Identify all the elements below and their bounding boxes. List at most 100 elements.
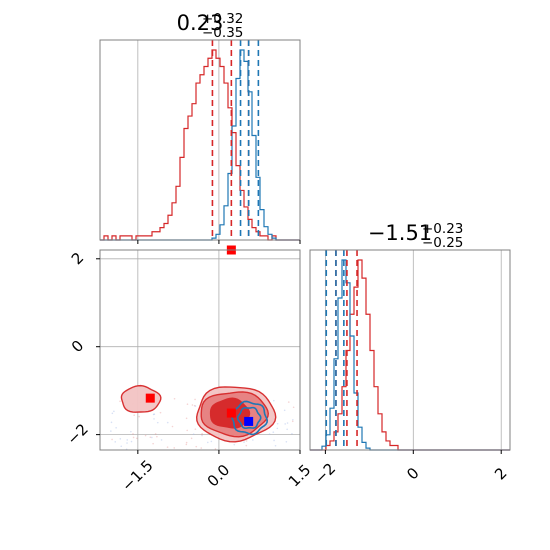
scatter-point — [192, 433, 195, 436]
y-tick-label: −2 — [63, 420, 91, 448]
scatter-point — [111, 438, 113, 441]
title-lower-error: −0.25 — [422, 235, 463, 251]
scatter-point — [287, 401, 290, 403]
scatter-point — [110, 421, 113, 424]
scatter-point — [201, 433, 203, 435]
truth-marker — [145, 393, 155, 403]
x-tick-labels: −1.5 0.0 1.5 — [118, 456, 314, 494]
scatter-point — [110, 430, 112, 432]
scatter-point — [156, 421, 159, 424]
scatter-point — [243, 441, 245, 443]
scatter-point — [136, 437, 138, 440]
scatter-point — [113, 410, 115, 413]
scatter-point — [195, 445, 198, 448]
scatter-point — [194, 428, 197, 430]
scatter-point — [195, 452, 197, 454]
title-upper-error: +0.32 — [202, 11, 243, 27]
scatter-point — [173, 397, 176, 400]
x-tick-label: 0.0 — [204, 461, 234, 491]
x-tick-label: −2 — [311, 459, 339, 487]
scatter-point — [245, 440, 248, 442]
scatter-point — [200, 447, 203, 449]
scatter-point — [115, 426, 117, 429]
scatter-point — [133, 414, 135, 416]
scatter-point — [151, 436, 153, 439]
tick-marks — [96, 258, 301, 454]
scatter-point — [185, 417, 188, 420]
scatter-point — [275, 455, 277, 457]
scatter-point — [273, 439, 275, 442]
title-lower-error: −0.35 — [202, 25, 243, 41]
scatter-point — [119, 438, 122, 440]
scatter-point — [153, 418, 155, 420]
y-tick-label: 2 — [68, 249, 87, 268]
scatter-point — [292, 418, 294, 421]
blue-contour-line — [236, 406, 262, 430]
quantile-lines — [325, 250, 358, 450]
scatter-point — [138, 415, 140, 418]
density-region-level-1 — [120, 384, 162, 413]
scatter-point — [185, 443, 188, 446]
title-value: −1.51 — [368, 221, 432, 245]
scatter-point — [194, 398, 196, 401]
scatter-point — [206, 441, 209, 444]
scatter-point — [276, 422, 279, 425]
scatter-point — [273, 399, 275, 402]
scatter-point — [186, 429, 189, 432]
scatter-point — [225, 457, 227, 459]
scatter-point — [186, 403, 189, 406]
scatter-point — [272, 431, 275, 433]
scatter-point — [191, 404, 194, 406]
scatter-point — [263, 451, 265, 453]
scatter-point — [230, 453, 232, 455]
scatter-point — [171, 425, 174, 428]
density-contours — [120, 384, 277, 443]
histogram-steps — [100, 49, 300, 241]
blue-contour-line — [230, 400, 268, 436]
histogram-panel-param2: −2 0 2 −1.51 +0.23 −0.25 — [309, 221, 511, 488]
scatter-point — [126, 442, 128, 444]
panel-title: 0.23 — [177, 11, 224, 35]
scatter-point — [286, 422, 289, 424]
scatter-point — [210, 440, 213, 443]
scatter-point — [132, 433, 134, 435]
panel-title: −1.51 — [368, 221, 432, 245]
scatter-point — [155, 454, 157, 456]
scatter-point — [152, 442, 154, 445]
scatter-point — [166, 460, 168, 462]
scatter-point — [284, 423, 286, 425]
scatter-point — [126, 439, 129, 441]
scatter-point — [263, 451, 265, 453]
scatter-point — [274, 444, 277, 447]
scatter-point — [130, 430, 132, 433]
scatter-point — [291, 420, 294, 423]
scatter-point — [291, 433, 293, 435]
scatter-point — [193, 456, 195, 458]
scatter-point — [191, 457, 193, 459]
histogram-steps — [310, 259, 510, 451]
scatter-point — [114, 441, 117, 443]
scatter-point — [144, 434, 147, 437]
scatter-point — [149, 436, 152, 439]
truth-marker — [226, 408, 236, 418]
scatter-point — [193, 404, 196, 407]
scatter-point — [153, 413, 156, 415]
scatter-point — [292, 406, 295, 409]
truth-marker — [244, 416, 254, 426]
scatter-point — [111, 412, 114, 415]
scatter-point — [185, 441, 188, 444]
axis-frame — [99, 249, 301, 451]
y-tick-label: 0 — [68, 337, 87, 356]
scatter-point — [234, 451, 236, 453]
scatter-point — [119, 400, 121, 403]
histogram-step-series-1 — [310, 259, 510, 451]
scatter-point — [166, 421, 169, 424]
y-tick-labels: −2 0 2 — [63, 249, 91, 449]
grid-lines — [324, 250, 502, 450]
scatter-point — [125, 458, 127, 460]
scatter-point — [276, 427, 279, 430]
scatter-point — [249, 458, 251, 460]
grid-lines — [137, 40, 301, 240]
histogram-step-series-0 — [310, 259, 510, 451]
scatter-point — [159, 411, 162, 414]
